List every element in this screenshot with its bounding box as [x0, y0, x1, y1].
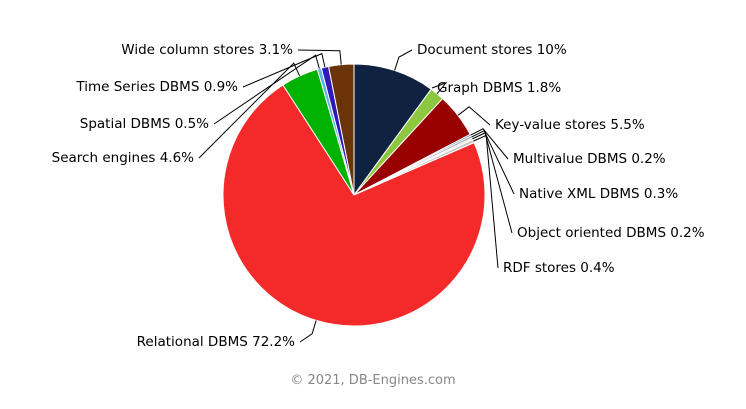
data-label-time-series-dbms: Time Series DBMS 0.9% — [75, 79, 238, 95]
leader-line-wide-column-stores — [297, 49, 342, 65]
data-label-search-engines: Search engines 4.6% — [52, 150, 195, 166]
leader-line-document-stores — [394, 49, 413, 71]
leader-line-rdf-stores — [473, 134, 499, 269]
leader-line-spatial-dbms — [213, 54, 320, 125]
data-label-rdf-stores: RDF stores 0.4% — [503, 260, 615, 276]
leader-line-key-value-stores — [457, 106, 491, 126]
pie-slices — [222, 63, 486, 327]
leader-line-object-oriented-dbms — [472, 132, 513, 234]
credit-text: © 2021, DB-Engines.com — [290, 373, 456, 388]
data-label-wide-column-stores: Wide column stores 3.1% — [121, 42, 293, 58]
leader-line-time-series-dbms — [242, 52, 326, 88]
data-label-key-value-stores: Key-value stores 5.5% — [495, 117, 645, 133]
leader-line-search-engines — [198, 62, 301, 159]
pie-slice-document-stores — [353, 63, 432, 197]
leader-line-native-xml-dbms — [471, 130, 515, 195]
leader-line-graph-dbms — [431, 81, 448, 95]
leader-line-multivalue-dbms — [470, 128, 509, 160]
data-label-object-oriented-dbms: Object oriented DBMS 0.2% — [517, 225, 705, 241]
pie-slice-wide-column-stores — [327, 63, 355, 196]
leader-lines — [198, 49, 515, 343]
data-label-graph-dbms: Graph DBMS 1.8% — [437, 80, 561, 96]
data-label-native-xml-dbms: Native XML DBMS 0.3% — [519, 186, 678, 202]
data-label-multivalue-dbms: Multivalue DBMS 0.2% — [513, 151, 666, 167]
data-label-relational-dbms: Relational DBMS 72.2% — [137, 334, 296, 350]
data-labels: Document stores 10% Graph DBMS 1.8% Key-va… — [52, 42, 705, 350]
data-label-document-stores: Document stores 10% — [417, 42, 567, 58]
data-label-spatial-dbms: Spatial DBMS 0.5% — [80, 116, 209, 132]
leader-line-relational-dbms — [299, 320, 317, 343]
pie-slice-relational-dbms — [222, 84, 486, 327]
